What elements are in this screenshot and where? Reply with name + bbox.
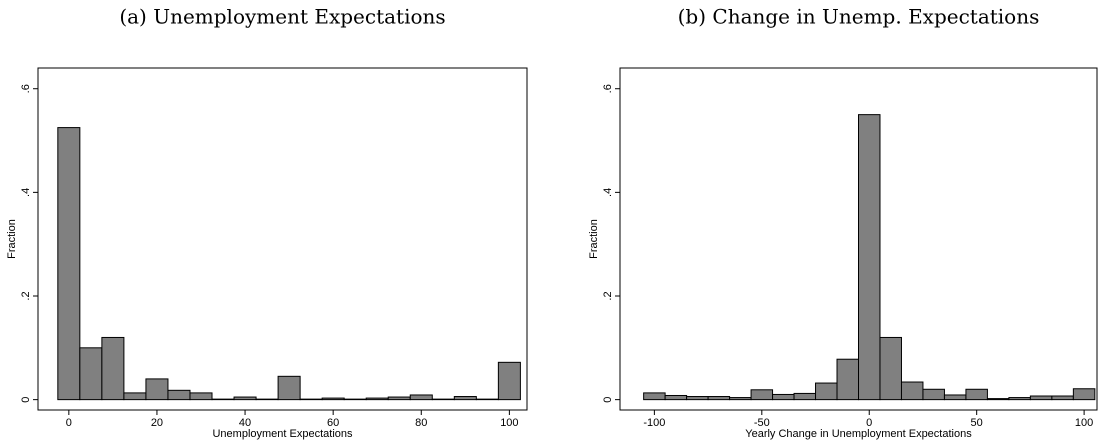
bar xyxy=(1072,388,1096,401)
bar xyxy=(475,398,499,401)
x-tick-label: 50 xyxy=(971,417,983,429)
y-tick-label: .2 xyxy=(20,291,32,300)
bar xyxy=(409,394,433,401)
bar xyxy=(497,361,521,401)
x-tick-label: 20 xyxy=(151,417,163,429)
bar xyxy=(101,336,125,401)
bar xyxy=(233,396,257,401)
x-axis-label: Unemployment Expectations xyxy=(212,428,353,440)
y-axis-label: Fraction xyxy=(588,219,600,259)
bar xyxy=(145,378,169,401)
x-tick-label: -50 xyxy=(754,417,770,429)
y-tick-label: .6 xyxy=(20,84,32,93)
bar xyxy=(750,389,774,401)
bar xyxy=(431,398,455,401)
x-tick-label: 60 xyxy=(327,417,339,429)
plot-frame xyxy=(619,67,1098,411)
bar xyxy=(255,398,279,401)
bar xyxy=(211,398,235,401)
bar xyxy=(879,336,902,401)
x-tick-label: -100 xyxy=(643,417,665,429)
bar xyxy=(815,382,838,401)
x-axis-label: Yearly Change in Unemployment Expectatio… xyxy=(745,428,972,440)
bar xyxy=(986,398,1010,401)
bar xyxy=(1051,395,1074,401)
plot-frame xyxy=(37,67,528,411)
x-tick-label: 80 xyxy=(415,417,427,429)
y-tick-label: .6 xyxy=(602,84,614,93)
bar xyxy=(167,389,191,401)
y-tick-label: .2 xyxy=(602,291,614,300)
bar xyxy=(57,127,81,401)
bar xyxy=(1029,395,1053,401)
bar xyxy=(922,388,945,401)
bar xyxy=(943,394,967,401)
y-tick-label: .4 xyxy=(602,188,614,197)
x-tick-label: 0 xyxy=(66,417,72,429)
x-tick-label: 100 xyxy=(1075,417,1093,429)
y-axis-label: Fraction xyxy=(6,219,18,259)
y-tick-label: 0 xyxy=(20,397,32,403)
bar xyxy=(664,394,688,401)
bar xyxy=(793,392,817,401)
bar xyxy=(729,397,752,401)
bar xyxy=(858,114,881,401)
y-tick-label: .4 xyxy=(20,188,32,197)
bar xyxy=(189,392,213,401)
bar xyxy=(772,393,795,401)
bar xyxy=(365,397,389,401)
chart-title: (b) Change in Unemp. Expectations xyxy=(678,5,1040,29)
bar xyxy=(643,392,666,401)
bar xyxy=(836,358,859,401)
chart-title: (a) Unemployment Expectations xyxy=(119,5,445,29)
bar xyxy=(707,396,731,401)
bar xyxy=(387,396,411,401)
x-tick-label: 0 xyxy=(866,417,872,429)
bar xyxy=(900,381,924,401)
bar xyxy=(453,396,477,401)
bar xyxy=(299,398,323,401)
bar xyxy=(343,398,367,401)
bar xyxy=(1008,397,1031,401)
bar xyxy=(123,392,147,401)
x-tick-label: 40 xyxy=(239,417,251,429)
bar xyxy=(277,375,301,401)
x-tick-label: 100 xyxy=(500,417,518,429)
bar xyxy=(686,396,709,401)
bar xyxy=(321,397,345,401)
bar xyxy=(79,347,103,401)
bar xyxy=(965,388,988,401)
y-tick-label: 0 xyxy=(602,397,614,403)
